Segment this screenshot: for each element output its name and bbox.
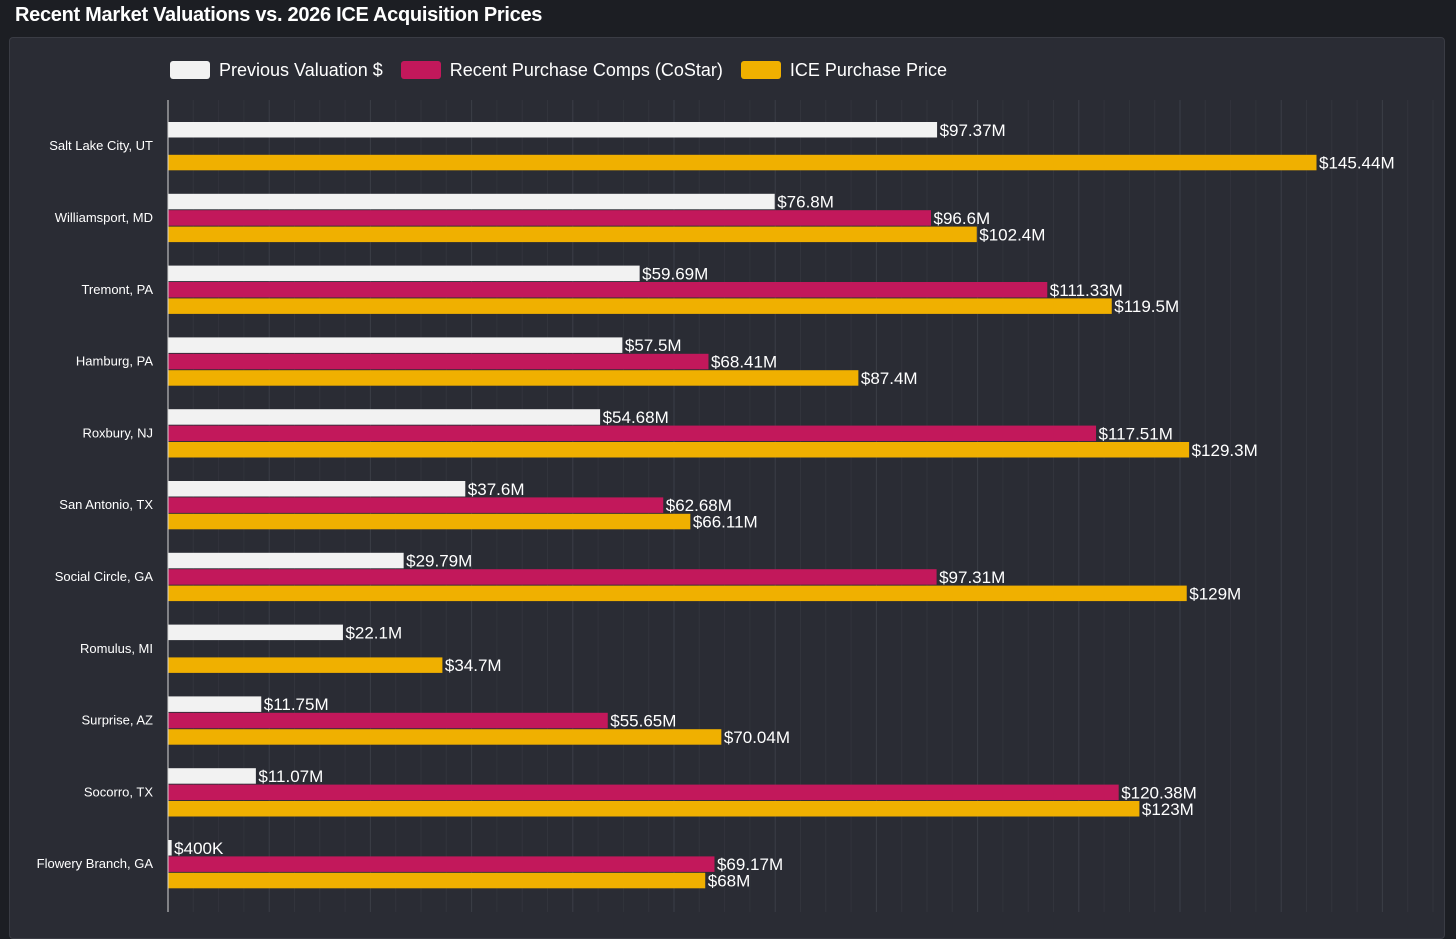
category-label: Socorro, TX bbox=[84, 784, 153, 799]
data-label: $119.5M bbox=[1114, 297, 1179, 316]
bar[interactable] bbox=[168, 337, 623, 353]
bar[interactable] bbox=[168, 353, 709, 370]
bar[interactable] bbox=[168, 840, 172, 856]
category-label: Roxbury, NJ bbox=[82, 425, 153, 440]
data-label: $123M bbox=[1142, 800, 1194, 819]
category-label: Tremont, PA bbox=[81, 282, 153, 297]
data-label: $11.75M bbox=[264, 695, 329, 714]
data-label: $111.33M bbox=[1050, 281, 1123, 300]
data-label: $129M bbox=[1189, 584, 1241, 603]
category-label: Surprise, AZ bbox=[81, 713, 153, 728]
bar[interactable] bbox=[168, 552, 404, 569]
legend-item-previous-valuation[interactable]: Previous Valuation $ bbox=[170, 60, 383, 81]
bar[interactable] bbox=[168, 657, 443, 673]
bar[interactable] bbox=[168, 712, 608, 729]
bar[interactable] bbox=[168, 154, 1317, 171]
data-label: $54.68M bbox=[603, 408, 669, 427]
data-label: $400K bbox=[174, 839, 224, 858]
category-label: Social Circle, GA bbox=[55, 569, 154, 584]
data-label: $96.6M bbox=[933, 209, 990, 228]
data-label: $70.04M bbox=[724, 728, 790, 747]
data-label: $69.17M bbox=[717, 855, 783, 874]
category-label: Salt Lake City, UT bbox=[49, 138, 153, 153]
bar[interactable] bbox=[168, 513, 691, 530]
bar[interactable] bbox=[168, 226, 977, 243]
data-label: $120.38M bbox=[1121, 783, 1197, 802]
data-label: $29.79M bbox=[406, 552, 472, 571]
bar[interactable] bbox=[168, 624, 343, 641]
bar[interactable] bbox=[168, 784, 1119, 801]
category-label: Hamburg, PA bbox=[76, 354, 153, 369]
legend-swatch-ice-purchase-price bbox=[740, 61, 781, 79]
data-label: $87.4M bbox=[861, 369, 918, 388]
bar[interactable] bbox=[168, 481, 466, 497]
data-label: $102.4M bbox=[979, 225, 1045, 244]
bar[interactable] bbox=[168, 497, 664, 513]
bar[interactable] bbox=[168, 729, 722, 745]
data-label: $76.8M bbox=[777, 193, 834, 212]
legend: Previous Valuation $ Recent Purchase Com… bbox=[170, 58, 965, 82]
legend-label: Previous Valuation $ bbox=[219, 59, 383, 80]
legend-label: ICE Purchase Price bbox=[789, 59, 947, 80]
bar[interactable] bbox=[168, 210, 931, 226]
data-label: $37.6M bbox=[468, 480, 525, 499]
data-label: $68M bbox=[708, 872, 751, 891]
bar[interactable] bbox=[168, 193, 775, 210]
data-label: $129.3M bbox=[1192, 441, 1258, 460]
data-label: $97.31M bbox=[939, 568, 1005, 587]
data-label: $68.41M bbox=[711, 353, 777, 372]
bar[interactable] bbox=[168, 122, 938, 138]
bar[interactable] bbox=[168, 856, 715, 872]
bar[interactable] bbox=[168, 298, 1112, 314]
data-label: $66.11M bbox=[693, 513, 758, 532]
bar[interactable] bbox=[168, 370, 859, 386]
data-label: $11.07M bbox=[258, 767, 323, 786]
data-label: $55.65M bbox=[610, 712, 676, 731]
bar[interactable] bbox=[168, 265, 640, 282]
data-label: $59.69M bbox=[642, 264, 708, 283]
bar[interactable] bbox=[168, 872, 706, 889]
category-label: San Antonio, TX bbox=[59, 497, 153, 512]
legend-label: Recent Purchase Comps (CoStar) bbox=[449, 59, 723, 80]
data-label: $97.37M bbox=[940, 121, 1006, 140]
data-label: $22.1M bbox=[345, 623, 402, 642]
data-label: $34.7M bbox=[445, 656, 502, 675]
bar[interactable] bbox=[168, 585, 1187, 602]
bar-chart: Salt Lake City, UT $97.37M $145.44M William… bbox=[36, 100, 1395, 912]
bar[interactable] bbox=[168, 442, 1190, 458]
bar[interactable] bbox=[168, 801, 1140, 817]
data-label: $117.51M bbox=[1099, 424, 1173, 443]
bar[interactable] bbox=[168, 425, 1097, 442]
data-label: $57.5M bbox=[625, 336, 682, 355]
bar[interactable] bbox=[168, 282, 1048, 298]
data-label: $62.68M bbox=[666, 496, 732, 515]
bar[interactable] bbox=[168, 768, 256, 784]
bar[interactable] bbox=[168, 696, 262, 712]
category-label: Williamsport, MD bbox=[55, 210, 153, 225]
category-label: Romulus, MI bbox=[80, 641, 153, 656]
legend-swatch-previous-valuation bbox=[170, 61, 210, 79]
category-label: Flowery Branch, GA bbox=[37, 856, 154, 871]
bar[interactable] bbox=[168, 569, 937, 585]
legend-swatch-recent-purchase-comps bbox=[400, 61, 441, 79]
chart-title: Recent Market Valuations vs. 2026 ICE Ac… bbox=[15, 4, 543, 26]
legend-item-ice-purchase-price[interactable]: ICE Purchase Price bbox=[740, 59, 947, 81]
data-label: $145.44M bbox=[1319, 154, 1395, 173]
legend-item-recent-purchase-comps[interactable]: Recent Purchase Comps (CoStar) bbox=[400, 59, 723, 81]
bar[interactable] bbox=[168, 409, 601, 425]
